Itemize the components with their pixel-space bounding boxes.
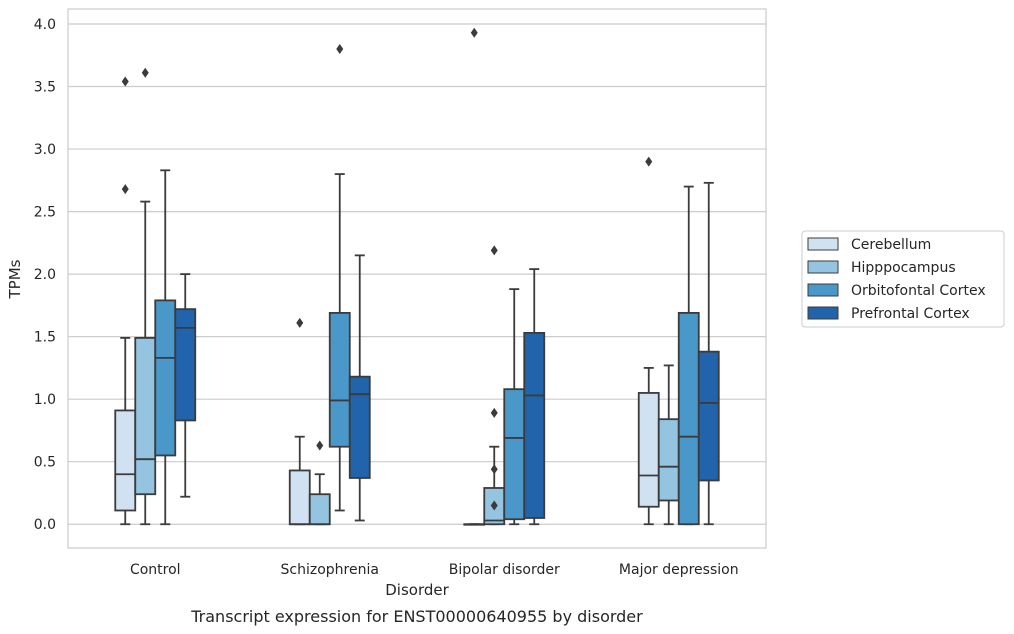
box-cerebellum <box>114 76 137 526</box>
legend-label: Cerebellum <box>851 237 931 253</box>
box-prefrontal-cortex <box>348 254 371 522</box>
box-hipppocampus <box>308 440 331 526</box>
box-body <box>154 299 177 457</box>
x-tick-label: Bipolar disorder <box>449 562 560 578</box>
box-prefrontal-cortex <box>523 268 546 526</box>
y-tick-label: 4.0 <box>34 17 56 33</box>
legend-label: Hipppocampus <box>851 260 956 276</box>
legend-swatch <box>807 306 839 320</box>
outlier-point <box>316 440 324 451</box>
box-body <box>637 392 660 508</box>
legend-swatch <box>807 283 839 297</box>
y-axis-ticks: 0.0 0.5 1.0 1.5 2.0 2.5 3.0 3.5 4.0 <box>34 17 56 533</box>
legend-swatch <box>807 260 839 274</box>
legend-frame <box>801 230 1005 328</box>
box-hipppocampus <box>483 245 506 526</box>
outlier-point <box>490 464 498 475</box>
y-tick-label: 3.5 <box>34 80 56 96</box>
box-orbitofontal-cortex <box>677 185 700 526</box>
box-body <box>308 493 331 526</box>
box-body <box>348 375 371 479</box>
box-body <box>134 337 157 496</box>
box-cerebellum <box>288 317 311 526</box>
x-tick-label: Control <box>130 562 181 578</box>
y-tick-label: 2.5 <box>34 205 56 221</box>
box-prefrontal-cortex <box>174 273 197 498</box>
box-body <box>697 350 720 482</box>
box-body <box>288 469 311 526</box>
box-body <box>523 332 546 519</box>
box-orbitofontal-cortex <box>503 288 526 526</box>
plot-area-frame <box>67 8 767 549</box>
box-body <box>657 418 680 502</box>
y-tick-label: 3.0 <box>34 142 56 158</box>
box-prefrontal-cortex <box>697 181 720 526</box>
outlier-point <box>296 317 304 328</box>
outlier-point <box>490 407 498 418</box>
legend-label: Orbitofontal Cortex <box>851 283 986 299</box>
legend-label: Prefrontal Cortex <box>851 306 970 322</box>
legend-swatch <box>807 237 839 251</box>
box-orbitofontal-cortex <box>328 44 351 512</box>
box-body <box>503 388 526 521</box>
y-tick-label: 2.0 <box>34 267 56 283</box>
chart-caption: Transcript expression for ENST0000064095… <box>190 607 643 626</box>
box-body <box>328 311 351 448</box>
y-tick-label: 1.5 <box>34 330 56 346</box>
y-tick-label: 0.5 <box>34 455 56 471</box>
legend: Cerebellum Hipppocampus Orbitofontal Corte… <box>801 230 1005 328</box>
x-axis-ticks: Control Schizophrenia Bipolar disorder Majo… <box>130 562 739 578</box>
outlier-point <box>470 27 478 38</box>
box-hipppocampus <box>657 364 680 526</box>
outlier-point <box>121 76 129 87</box>
box-body <box>114 409 137 512</box>
box-body <box>174 308 197 422</box>
y-tick-label: 1.0 <box>34 392 56 408</box>
box-orbitofontal-cortex <box>154 169 177 526</box>
box-body <box>677 311 700 526</box>
y-axis-label: TPMs <box>6 259 24 299</box>
x-axis-label: Disorder <box>385 581 449 599</box>
box-plot-marks <box>114 27 720 526</box>
box-cerebellum <box>463 27 486 526</box>
outlier-point <box>645 156 653 167</box>
outlier-point <box>490 245 498 256</box>
outlier-point <box>121 184 129 195</box>
outlier-point <box>336 44 344 55</box>
x-tick-label: Schizophrenia <box>281 562 379 578</box>
y-tick-label: 0.0 <box>34 517 56 533</box>
outlier-point <box>490 500 498 511</box>
box-hipppocampus <box>134 67 157 526</box>
outlier-point <box>141 67 149 78</box>
x-tick-label: Major depression <box>619 562 739 578</box>
